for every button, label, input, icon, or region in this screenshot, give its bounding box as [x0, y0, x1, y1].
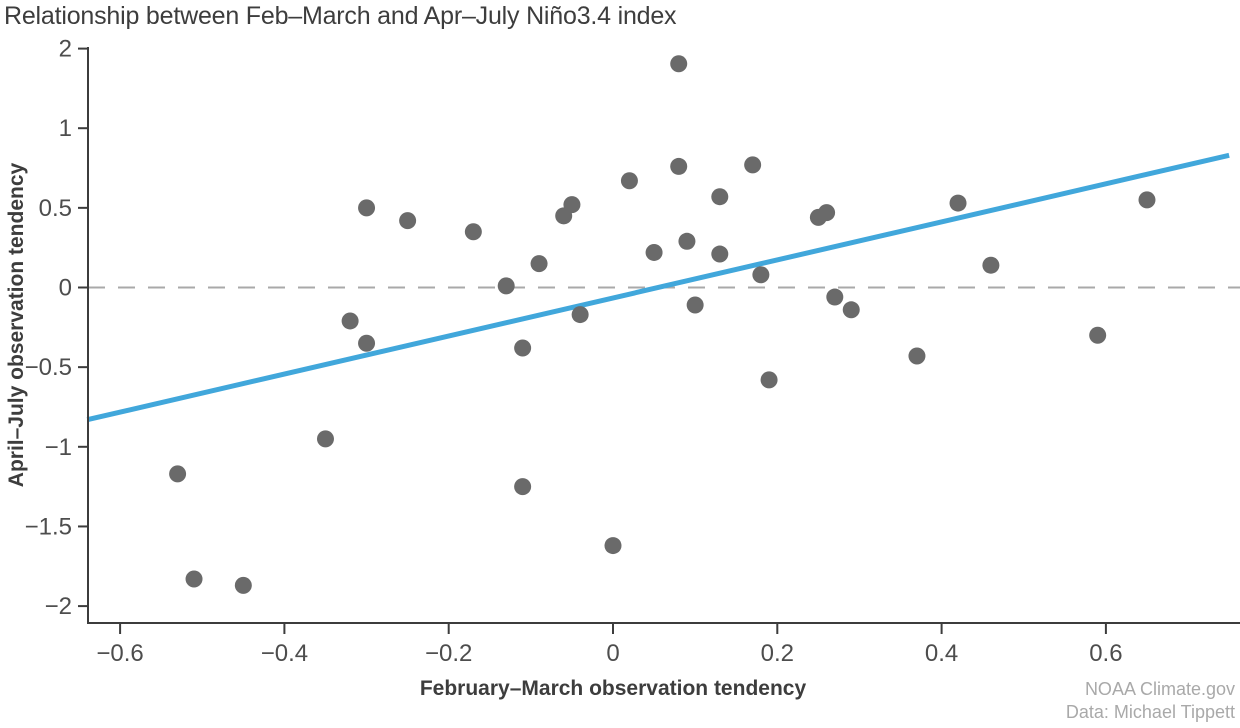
x-tick-label: 0.4 — [925, 640, 958, 667]
y-tick-label: −0.5 — [25, 354, 72, 381]
data-point — [908, 347, 926, 365]
x-tick-label: 0 — [606, 640, 619, 667]
y-tick-label: 0.5 — [39, 195, 72, 222]
data-point — [530, 255, 548, 273]
credit-data: Data: Michael Tippett — [1065, 702, 1235, 722]
data-point — [358, 199, 376, 217]
y-axis-title: April–July observation tendency — [5, 162, 28, 488]
data-point — [842, 301, 860, 319]
data-point — [686, 296, 704, 314]
data-point — [711, 188, 729, 206]
x-tick-label: −0.4 — [261, 640, 308, 667]
y-tick-label: −1.5 — [25, 513, 72, 540]
data-point — [358, 334, 376, 352]
data-point — [670, 157, 688, 175]
data-point — [169, 465, 187, 483]
y-tick-label: −1 — [45, 434, 72, 461]
data-point — [949, 194, 967, 212]
data-point — [982, 256, 1000, 274]
data-point — [185, 570, 203, 588]
x-tick-label: 0.6 — [1089, 640, 1122, 667]
data-point — [752, 266, 770, 284]
data-point — [497, 277, 515, 295]
data-point — [571, 306, 589, 324]
data-point — [316, 430, 334, 448]
data-point — [399, 212, 417, 230]
x-tick-label: 0.2 — [761, 640, 794, 667]
data-point — [464, 223, 482, 241]
x-tick-label: −0.2 — [425, 640, 472, 667]
data-point — [678, 232, 696, 250]
data-point — [604, 537, 622, 555]
y-tick-label: 0 — [59, 275, 72, 302]
data-point — [514, 478, 532, 496]
credits: NOAA Climate.gov Data: Michael Tippett — [1066, 678, 1235, 724]
data-point — [744, 156, 762, 174]
credit-source: NOAA Climate.gov — [1084, 679, 1235, 699]
data-point — [826, 288, 844, 306]
data-point — [234, 576, 252, 594]
data-point — [514, 339, 532, 357]
data-point — [711, 245, 729, 263]
x-axis-title: February–March observation tendency — [419, 677, 807, 700]
data-point — [1138, 191, 1156, 209]
data-point — [760, 371, 778, 389]
chart-title: Relationship between Feb–March and Apr–J… — [4, 2, 677, 30]
y-tick-label: −2 — [45, 593, 72, 620]
data-point — [620, 172, 638, 190]
y-tick-label: 2 — [59, 36, 72, 63]
data-point — [818, 204, 836, 222]
trend-line — [86, 152, 1230, 423]
data-point — [341, 312, 359, 330]
y-tick-label: 1 — [59, 115, 72, 142]
x-tick-label: −0.6 — [96, 640, 143, 667]
data-point — [670, 55, 688, 73]
data-point — [563, 196, 581, 214]
data-point — [645, 243, 663, 261]
data-point — [1089, 326, 1107, 344]
